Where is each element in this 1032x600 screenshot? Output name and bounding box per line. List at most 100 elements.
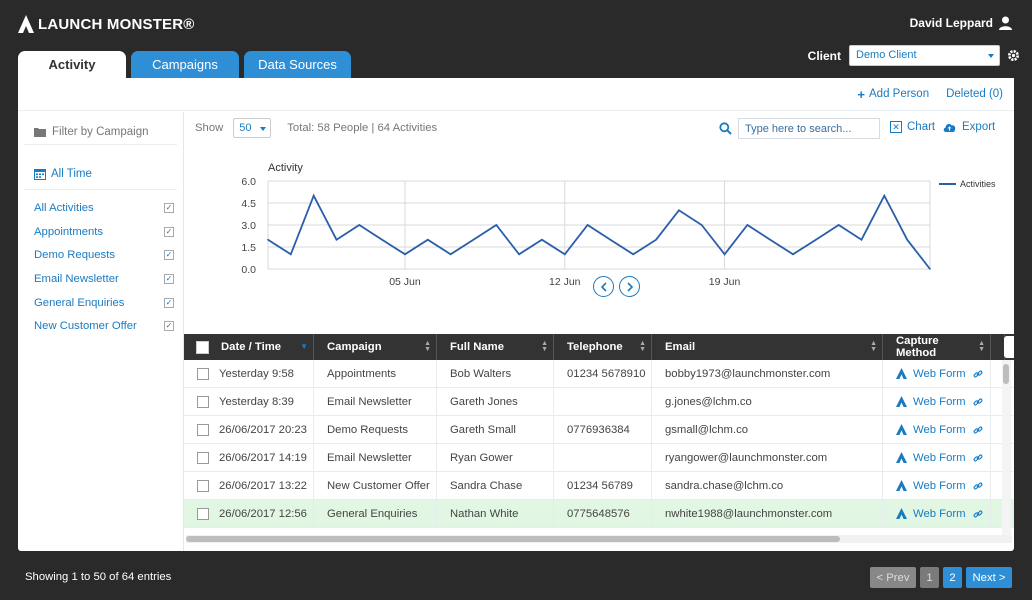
- data-point: [815, 238, 817, 241]
- user-menu[interactable]: David Leppard: [910, 16, 1012, 30]
- campaign-filter-all-activities[interactable]: All Activities ✓: [18, 196, 183, 220]
- campaign-filter-new-customer-offer[interactable]: New Customer Offer ✓: [18, 314, 183, 338]
- tab-data-sources[interactable]: Data Sources: [244, 51, 351, 78]
- page-size-select[interactable]: 50: [233, 118, 272, 138]
- chart-toggle[interactable]: ✕ Chart: [890, 121, 935, 133]
- export-button[interactable]: Export: [943, 121, 995, 133]
- cell-date-text: 26/06/2017 20:23: [219, 423, 307, 436]
- sort-icon: ▲ ▼: [541, 340, 548, 353]
- link-icon[interactable]: [973, 453, 983, 463]
- link-icon[interactable]: [973, 397, 983, 407]
- cell-phone: [554, 443, 652, 472]
- link-icon[interactable]: [973, 369, 983, 379]
- cell-capture-method[interactable]: Web Form: [883, 471, 991, 500]
- row-checkbox[interactable]: [197, 395, 209, 408]
- row-checkbox[interactable]: [197, 479, 209, 492]
- vertical-scrollbar[interactable]: [1002, 360, 1011, 535]
- client-select[interactable]: Demo Client: [849, 45, 1000, 66]
- chart-next-button[interactable]: [619, 276, 640, 297]
- checkbox-checked[interactable]: ✓: [164, 250, 174, 261]
- app-logo[interactable]: LAUNCH MONSTER®: [18, 15, 195, 33]
- content-panel: + Add Person Deleted (0) Filter by Campa…: [18, 78, 1014, 551]
- checkbox-checked[interactable]: ✓: [164, 297, 174, 308]
- tab-campaigns-label: Campaigns: [152, 57, 218, 72]
- cell-date-text: 26/06/2017 14:19: [219, 451, 307, 464]
- row-checkbox[interactable]: [197, 507, 209, 520]
- campaign-filter-demo-requests[interactable]: Demo Requests ✓: [18, 243, 183, 267]
- chevron-down-icon: [260, 127, 267, 131]
- chart-prev-button[interactable]: [593, 276, 614, 297]
- next-page-button[interactable]: Next >: [966, 567, 1012, 588]
- link-icon[interactable]: [973, 481, 983, 491]
- column-header-telephone[interactable]: Telephone ▲ ▼: [554, 334, 652, 360]
- table-row[interactable]: 26/06/2017 12:56 General Enquiries Nathan …: [184, 499, 1014, 528]
- table-row[interactable]: 26/06/2017 20:23 Demo Requests Gareth Smal…: [184, 415, 1014, 444]
- page-2-button[interactable]: 2: [943, 567, 962, 588]
- tab-campaigns[interactable]: Campaigns: [131, 51, 239, 78]
- data-point: [518, 253, 520, 256]
- table-row[interactable]: Yesterday 8:39 Email Newsletter Gareth Jon…: [184, 387, 1014, 416]
- table-row[interactable]: Yesterday 9:58 Appointments Bob Walters 012…: [184, 359, 1014, 388]
- column-label: Capture Method: [896, 335, 939, 359]
- toolbar: Show 50 Total: 58 People | 64 Activities…: [184, 112, 1014, 144]
- column-header-date[interactable]: Date / Time ▼: [184, 334, 314, 360]
- column-overflow-input[interactable]: [1004, 336, 1014, 358]
- campaign-filter-appointments[interactable]: Appointments ✓: [18, 220, 183, 244]
- data-point: [792, 253, 794, 256]
- time-range-selector[interactable]: All Time: [18, 145, 183, 189]
- column-header-email[interactable]: Email ▲ ▼: [652, 334, 883, 360]
- plus-icon: +: [857, 86, 865, 102]
- link-icon[interactable]: [973, 425, 983, 435]
- table-row[interactable]: 26/06/2017 14:19 Email Newsletter Ryan Gow…: [184, 443, 1014, 472]
- row-checkbox[interactable]: [197, 367, 209, 380]
- cell-campaign: New Customer Offer: [314, 471, 437, 500]
- cell-campaign: General Enquiries: [314, 499, 437, 528]
- cell-date: 26/06/2017 13:22: [184, 471, 314, 500]
- filter-by-campaign[interactable]: Filter by Campaign: [18, 112, 183, 144]
- add-person-button[interactable]: + Add Person: [857, 87, 929, 102]
- checkbox-checked[interactable]: ✓: [164, 226, 174, 237]
- total-summary: Total: 58 People | 64 Activities: [287, 122, 438, 134]
- link-icon[interactable]: [973, 509, 983, 519]
- gear-icon[interactable]: [1007, 49, 1020, 62]
- column-header-name[interactable]: Full Name ▲ ▼: [437, 334, 554, 360]
- data-point: [495, 224, 498, 226]
- checkbox-checked[interactable]: ✓: [164, 273, 174, 284]
- capture-method-label: Web Form: [913, 423, 966, 436]
- search-input[interactable]: [738, 118, 880, 139]
- horizontal-scrollbar[interactable]: [186, 535, 1012, 543]
- checkbox-checked[interactable]: ✓: [164, 321, 174, 332]
- page-size-value: 50: [239, 122, 252, 134]
- cell-capture-method[interactable]: Web Form: [883, 415, 991, 444]
- row-checkbox[interactable]: [197, 423, 209, 436]
- tab-activity[interactable]: Activity: [18, 51, 126, 78]
- select-all-checkbox[interactable]: [196, 340, 209, 354]
- pagination: < Prev 1 2 Next >: [866, 567, 1012, 588]
- row-checkbox[interactable]: [197, 451, 209, 464]
- cell-capture-method[interactable]: Web Form: [883, 387, 991, 416]
- checkbox-checked[interactable]: ✓: [164, 202, 174, 213]
- cell-capture-method[interactable]: Web Form: [883, 359, 991, 388]
- data-point: [860, 238, 863, 241]
- cell-capture-method[interactable]: Web Form: [883, 443, 991, 472]
- data-point: [586, 224, 589, 226]
- user-name: David Leppard: [909, 16, 993, 30]
- page-1-button[interactable]: 1: [920, 567, 939, 588]
- deleted-link[interactable]: Deleted (0): [946, 88, 1003, 100]
- prev-page-button[interactable]: < Prev: [870, 567, 916, 588]
- campaign-filter-general-enquiries[interactable]: General Enquiries ✓: [18, 291, 183, 315]
- data-point: [404, 253, 406, 256]
- data-point: [472, 238, 475, 241]
- search-icon[interactable]: [719, 122, 732, 135]
- cell-campaign: Email Newsletter: [314, 387, 437, 416]
- column-header-capture-method[interactable]: Capture Method ▲ ▼: [883, 334, 991, 360]
- cell-name: Ryan Gower: [437, 443, 554, 472]
- cell-capture-method[interactable]: Web Form: [883, 499, 991, 528]
- table-row[interactable]: 26/06/2017 13:22 New Customer Offer Sandra…: [184, 471, 1014, 500]
- web-form-icon: [896, 480, 907, 491]
- cell-phone: 01234 56789: [554, 471, 652, 500]
- campaign-filter-email-newsletter[interactable]: Email Newsletter ✓: [18, 267, 183, 291]
- column-header-campaign[interactable]: Campaign ▲ ▼: [314, 334, 437, 360]
- y-tick-label: 1.5: [241, 242, 256, 254]
- table-header: Date / Time ▼ Campaign ▲ ▼ Full Name ▲ ▼ T…: [184, 334, 1014, 360]
